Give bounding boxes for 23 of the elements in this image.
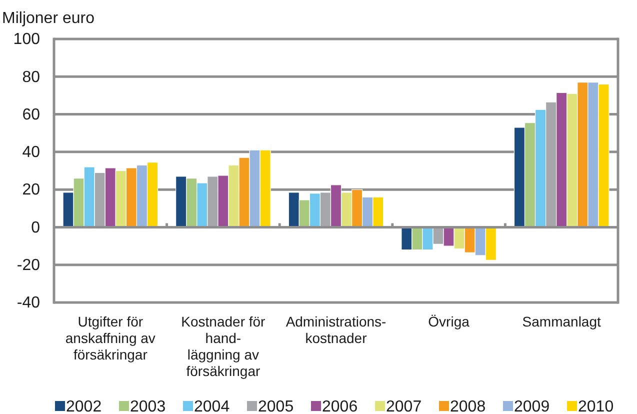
y-axis-title: Miljoner euro	[2, 10, 95, 27]
legend-label: 2006	[322, 398, 358, 414]
x-tick-label: Kostnader för hand- läggning av försäkringar	[181, 314, 266, 379]
x-tick-label: Sammanlagt	[522, 314, 602, 330]
legend-label: 2010	[578, 398, 614, 414]
y-tick-label: 40	[22, 144, 40, 162]
legend-label: 2002	[66, 398, 102, 414]
x-tick-label: Övriga	[428, 314, 470, 330]
legend-label: 2007	[386, 398, 422, 414]
y-tick-label: 80	[22, 68, 40, 86]
legend-label: 2009	[514, 398, 550, 414]
y-tick-label: 0	[31, 219, 40, 236]
legend-label: 2005	[258, 398, 294, 414]
y-tick-label: 100	[13, 31, 40, 48]
x-tick-label: Administrations- kostnader	[286, 314, 387, 346]
y-tick-label: -40	[16, 294, 40, 312]
legend-label: 2008	[450, 398, 486, 414]
x-tick-label: Utgifter för anskaffning av försäkringar	[65, 314, 156, 362]
y-tick-label: 60	[22, 106, 40, 124]
legend-label: 2003	[130, 398, 166, 414]
y-tick-label: -20	[16, 256, 40, 274]
legend-label: 2004	[194, 398, 230, 414]
y-tick-label: 20	[22, 182, 40, 199]
